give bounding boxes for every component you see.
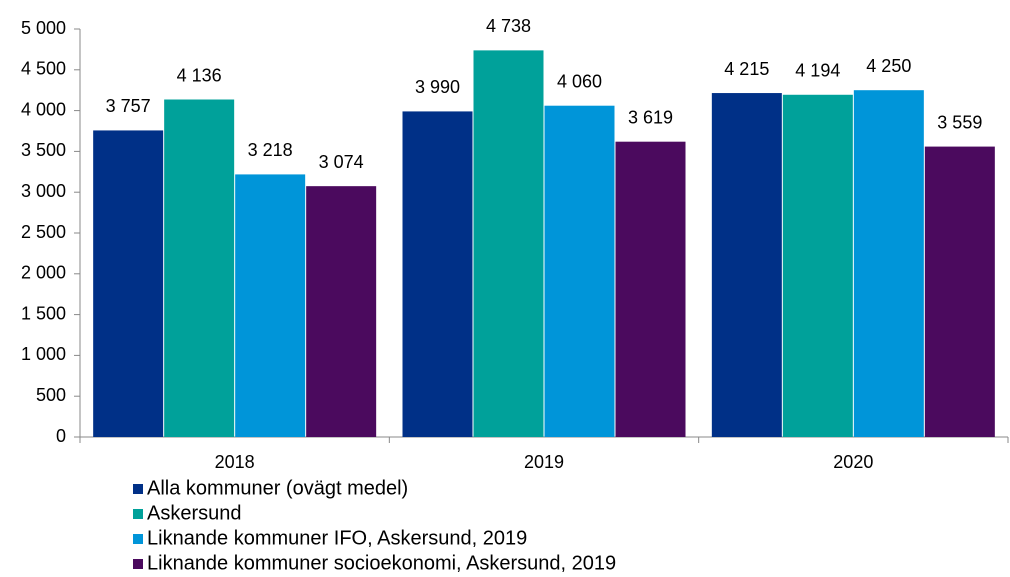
- bar: [924, 146, 995, 437]
- data-label: 3 559: [937, 112, 982, 132]
- y-tick-label: 3 000: [21, 181, 66, 201]
- y-tick-label: 5 000: [21, 18, 66, 38]
- data-label: 3 757: [106, 96, 151, 116]
- y-tick-label: 4 000: [21, 99, 66, 119]
- x-tick-label: 2019: [524, 452, 564, 472]
- data-label: 4 215: [724, 59, 769, 79]
- data-label: 3 074: [319, 152, 364, 172]
- y-tick-label: 4 500: [21, 59, 66, 79]
- data-label: 3 619: [628, 107, 673, 127]
- legend-swatch: [133, 559, 143, 569]
- bar: [402, 111, 473, 437]
- bar: [782, 94, 853, 438]
- legend-swatch: [133, 484, 143, 494]
- data-label: 3 218: [248, 140, 293, 160]
- legend-swatch: [133, 509, 143, 519]
- bar: [853, 90, 924, 437]
- legend-label: Liknande kommuner socioekonomi, Askersun…: [147, 552, 616, 574]
- legend-label: Alla kommuner (ovägt medel): [147, 477, 408, 499]
- x-tick-label: 2020: [833, 452, 873, 472]
- bar: [544, 105, 615, 437]
- bar: [235, 174, 306, 437]
- data-label: 4 194: [795, 61, 840, 81]
- data-label: 4 250: [866, 56, 911, 76]
- y-tick-label: 2 500: [21, 222, 66, 242]
- y-tick-label: 0: [56, 426, 66, 446]
- bar: [306, 186, 377, 437]
- bar: [711, 93, 782, 437]
- data-label: 4 136: [177, 65, 222, 85]
- y-tick-label: 1 000: [21, 344, 66, 364]
- bar: [164, 99, 235, 437]
- legend-label: Liknande kommuner IFO, Askersund, 2019: [147, 527, 527, 549]
- y-tick-label: 3 500: [21, 140, 66, 160]
- legend-swatch: [133, 534, 143, 544]
- bar: [473, 50, 544, 437]
- y-tick-label: 500: [36, 385, 66, 405]
- data-label: 4 738: [486, 16, 531, 36]
- data-label: 4 060: [557, 71, 602, 91]
- bar: [93, 130, 164, 437]
- y-tick-label: 1 500: [21, 303, 66, 323]
- data-label: 3 990: [415, 77, 460, 97]
- x-tick-label: 2018: [215, 452, 255, 472]
- legend-label: Askersund: [147, 502, 242, 524]
- bar: [615, 141, 686, 437]
- y-tick-label: 2 000: [21, 263, 66, 283]
